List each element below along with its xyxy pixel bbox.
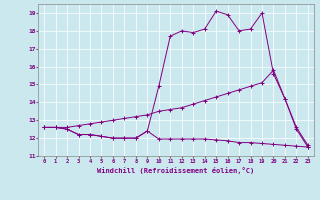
X-axis label: Windchill (Refroidissement éolien,°C): Windchill (Refroidissement éolien,°C): [97, 167, 255, 174]
